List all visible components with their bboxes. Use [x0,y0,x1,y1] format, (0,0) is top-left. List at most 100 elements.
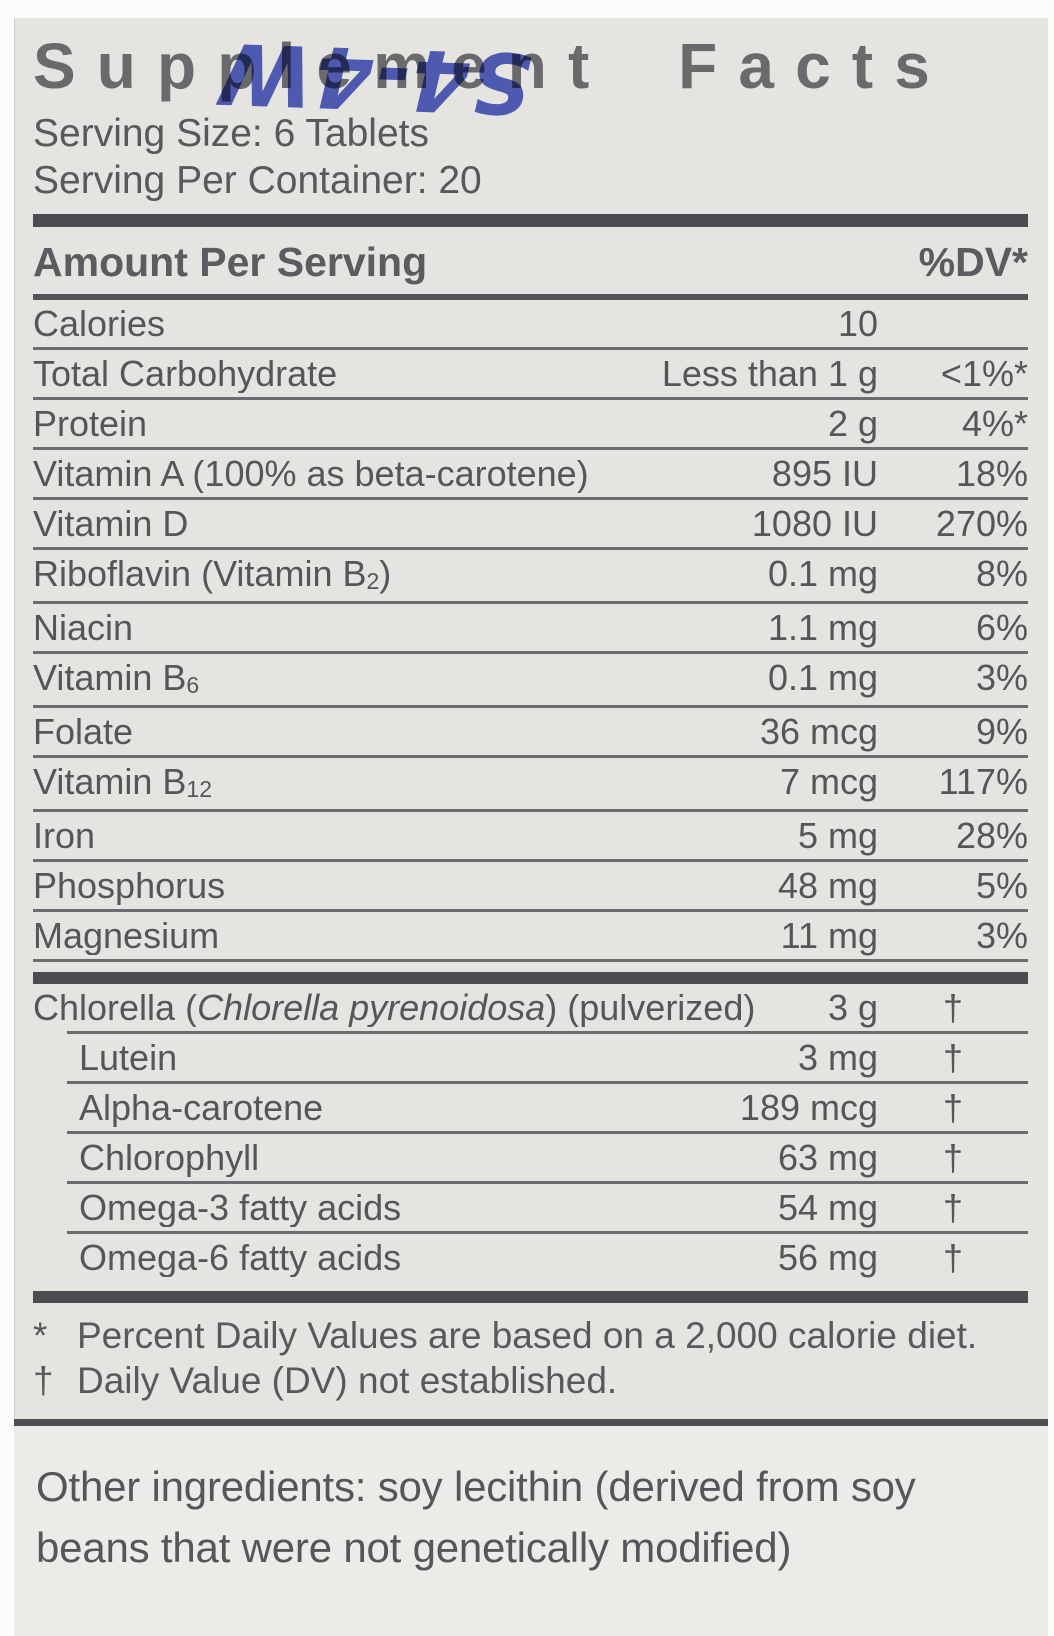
row-dv: 9% [975,711,1028,752]
serving-size: Serving Size: 6 Tablets [33,112,429,155]
row-name: Alpha-carotene [79,1089,324,1127]
supplement-facts-panel: Supplement Facts S4-4W Serving Size: 6 T… [14,18,1048,1636]
serving-info: Serving Size: 6 Tablets Serving Per Cont… [33,110,1028,204]
row-dv: † [942,1237,964,1278]
row-amount: 0.1 mg [767,657,878,698]
row-dv: 3% [975,657,1028,698]
row-name: Niacin [33,609,134,647]
other-ingredients-section: Other ingredients: soy lecithin (derived… [14,1426,1048,1636]
row-name: Lutein [79,1039,178,1077]
table-row: Chlorophyll 63 mg † [67,1131,1028,1181]
row-dv: † [942,1037,964,1078]
asterisk-marker: * [33,1315,48,1356]
dv-column-label: %DV* [918,239,1028,285]
row-dv: † [942,987,964,1028]
row-name: Calories [33,305,166,343]
panel-title: Supplement Facts [33,30,951,102]
botanical-table: Chlorella (Chlorella pyrenoidosa) (pulve… [33,984,1028,1281]
row-dv: † [942,1137,964,1178]
row-amount: 3 g [827,987,878,1028]
row-dv: 117% [938,761,1028,802]
footnote-dv: * Percent Daily Values are based on a 2,… [33,1313,1028,1358]
table-row: Total Carbohydrate Less than 1 g <1%* [33,347,1028,397]
row-amount: 36 mcg [759,711,878,752]
row-name: Omega-3 fatty acids [79,1189,402,1227]
table-row: Chlorella (Chlorella pyrenoidosa) (pulve… [33,984,1028,1031]
row-name: Chlorella (Chlorella pyrenoidosa) (pulve… [33,989,756,1027]
row-dv: † [942,1087,964,1128]
row-dv: 3% [975,915,1028,956]
row-dv: 8% [975,553,1028,594]
footnote-text: Percent Daily Values are based on a 2,00… [77,1315,978,1356]
table-row: Protein 2 g 4%* [33,397,1028,447]
footnote-text: Daily Value (DV) not established. [77,1360,618,1401]
table-row: Vitamin A (100% as beta-carotene) 895 IU… [33,447,1028,497]
table-row: Omega-6 fatty acids 56 mg † [67,1231,1028,1281]
row-dv: † [942,1187,964,1228]
row-name: Phosphorus [33,867,226,905]
row-amount: 0.1 mg [767,553,878,594]
row-dv: 18% [955,453,1028,494]
row-name: Folate [33,713,134,751]
section-divider [14,1419,1048,1426]
table-row: Iron 5 mg 28% [33,809,1028,859]
row-name: Protein [33,405,148,443]
thick-rule [33,1291,1028,1303]
row-dv: 270% [935,503,1028,544]
table-row: Folate 36 mcg 9% [33,705,1028,755]
row-amount: 11 mg [780,915,878,956]
table-row: Lutein 3 mg † [67,1031,1028,1081]
row-amount: 63 mg [777,1137,878,1178]
row-name: Vitamin D [33,505,189,543]
table-row: Vitamin B12 7 mcg 117% [33,755,1028,809]
table-header: Amount Per Serving %DV* [33,227,1028,300]
other-ingredients-text: Other ingredients: soy lecithin (derived… [36,1463,916,1571]
servings-per-container: Serving Per Container: 20 [33,159,482,202]
row-name: Iron [33,817,96,855]
table-row: Vitamin D 1080 IU 270% [33,497,1028,547]
table-row: Vitamin B6 0.1 mg 3% [33,651,1028,705]
row-name: Total Carbohydrate [33,355,338,393]
row-amount: 1080 IU [751,503,878,544]
row-amount: 189 mcg [739,1087,878,1128]
row-dv: 5% [975,865,1028,906]
table-row: Riboflavin (Vitamin B2) 0.1 mg 8% [33,547,1028,601]
dagger-marker: † [33,1360,54,1401]
table-row: Magnesium 11 mg 3% [33,909,1028,962]
row-amount: 48 mg [777,865,878,906]
row-amount: 10 [837,303,878,344]
row-dv: 4%* [961,403,1028,444]
nutrient-table: Calories 10 Total Carbohydrate Less than… [33,300,1028,962]
row-name: Vitamin A (100% as beta-carotene) [33,455,589,493]
row-amount: Less than 1 g [661,353,878,394]
row-amount: 2 g [827,403,878,444]
row-name: Chlorophyll [79,1139,260,1177]
row-amount: 7 mcg [779,761,878,802]
footnotes: * Percent Daily Values are based on a 2,… [33,1313,1028,1403]
table-row: Calories 10 [33,300,1028,347]
amount-per-serving-label: Amount Per Serving [33,239,428,285]
table-row: Phosphorus 48 mg 5% [33,859,1028,909]
row-name: Magnesium [33,917,220,955]
row-dv: <1%* [940,353,1028,394]
row-dv: 28% [955,815,1028,856]
row-name: Riboflavin (Vitamin B2) [33,555,392,595]
table-row: Niacin 1.1 mg 6% [33,601,1028,651]
row-amount: 54 mg [777,1187,878,1228]
row-name: Vitamin B12 [33,763,213,803]
botanical-sub-rows: Lutein 3 mg † Alpha-carotene 189 mcg † C… [67,1031,1028,1281]
row-name: Omega-6 fatty acids [79,1239,402,1277]
row-name: Vitamin B6 [33,659,200,699]
row-amount: 3 mg [797,1037,878,1078]
table-row: Alpha-carotene 189 mcg † [67,1081,1028,1131]
table-row: Omega-3 fatty acids 54 mg † [67,1181,1028,1231]
footnote-dagger: † Daily Value (DV) not established. [33,1358,1028,1403]
row-amount: 1.1 mg [767,607,878,648]
thick-rule [33,214,1028,227]
row-amount: 56 mg [777,1237,878,1278]
supplement-label-photo: Supplement Facts S4-4W Serving Size: 6 T… [14,18,1048,1636]
row-dv: 6% [975,607,1028,648]
row-amount: 895 IU [771,453,878,494]
thick-rule [33,972,1028,984]
row-amount: 5 mg [797,815,878,856]
